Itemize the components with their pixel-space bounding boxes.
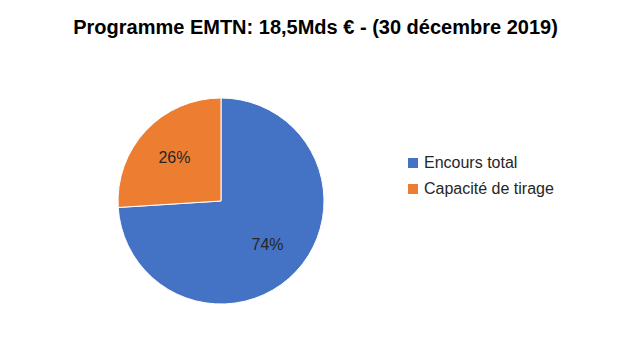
html-text:Capacité de tirage: Capacité de tirage (424, 180, 554, 197)
svg-text:26%: 26% (158, 149, 190, 166)
html-text:Programme EMTN: 18,5Mds € - (3: Programme EMTN: 18,5Mds € - (30 décembre… (73, 16, 558, 38)
svg-text:74%: 74% (252, 236, 284, 253)
html-text:Encours total: Encours total (424, 154, 518, 171)
